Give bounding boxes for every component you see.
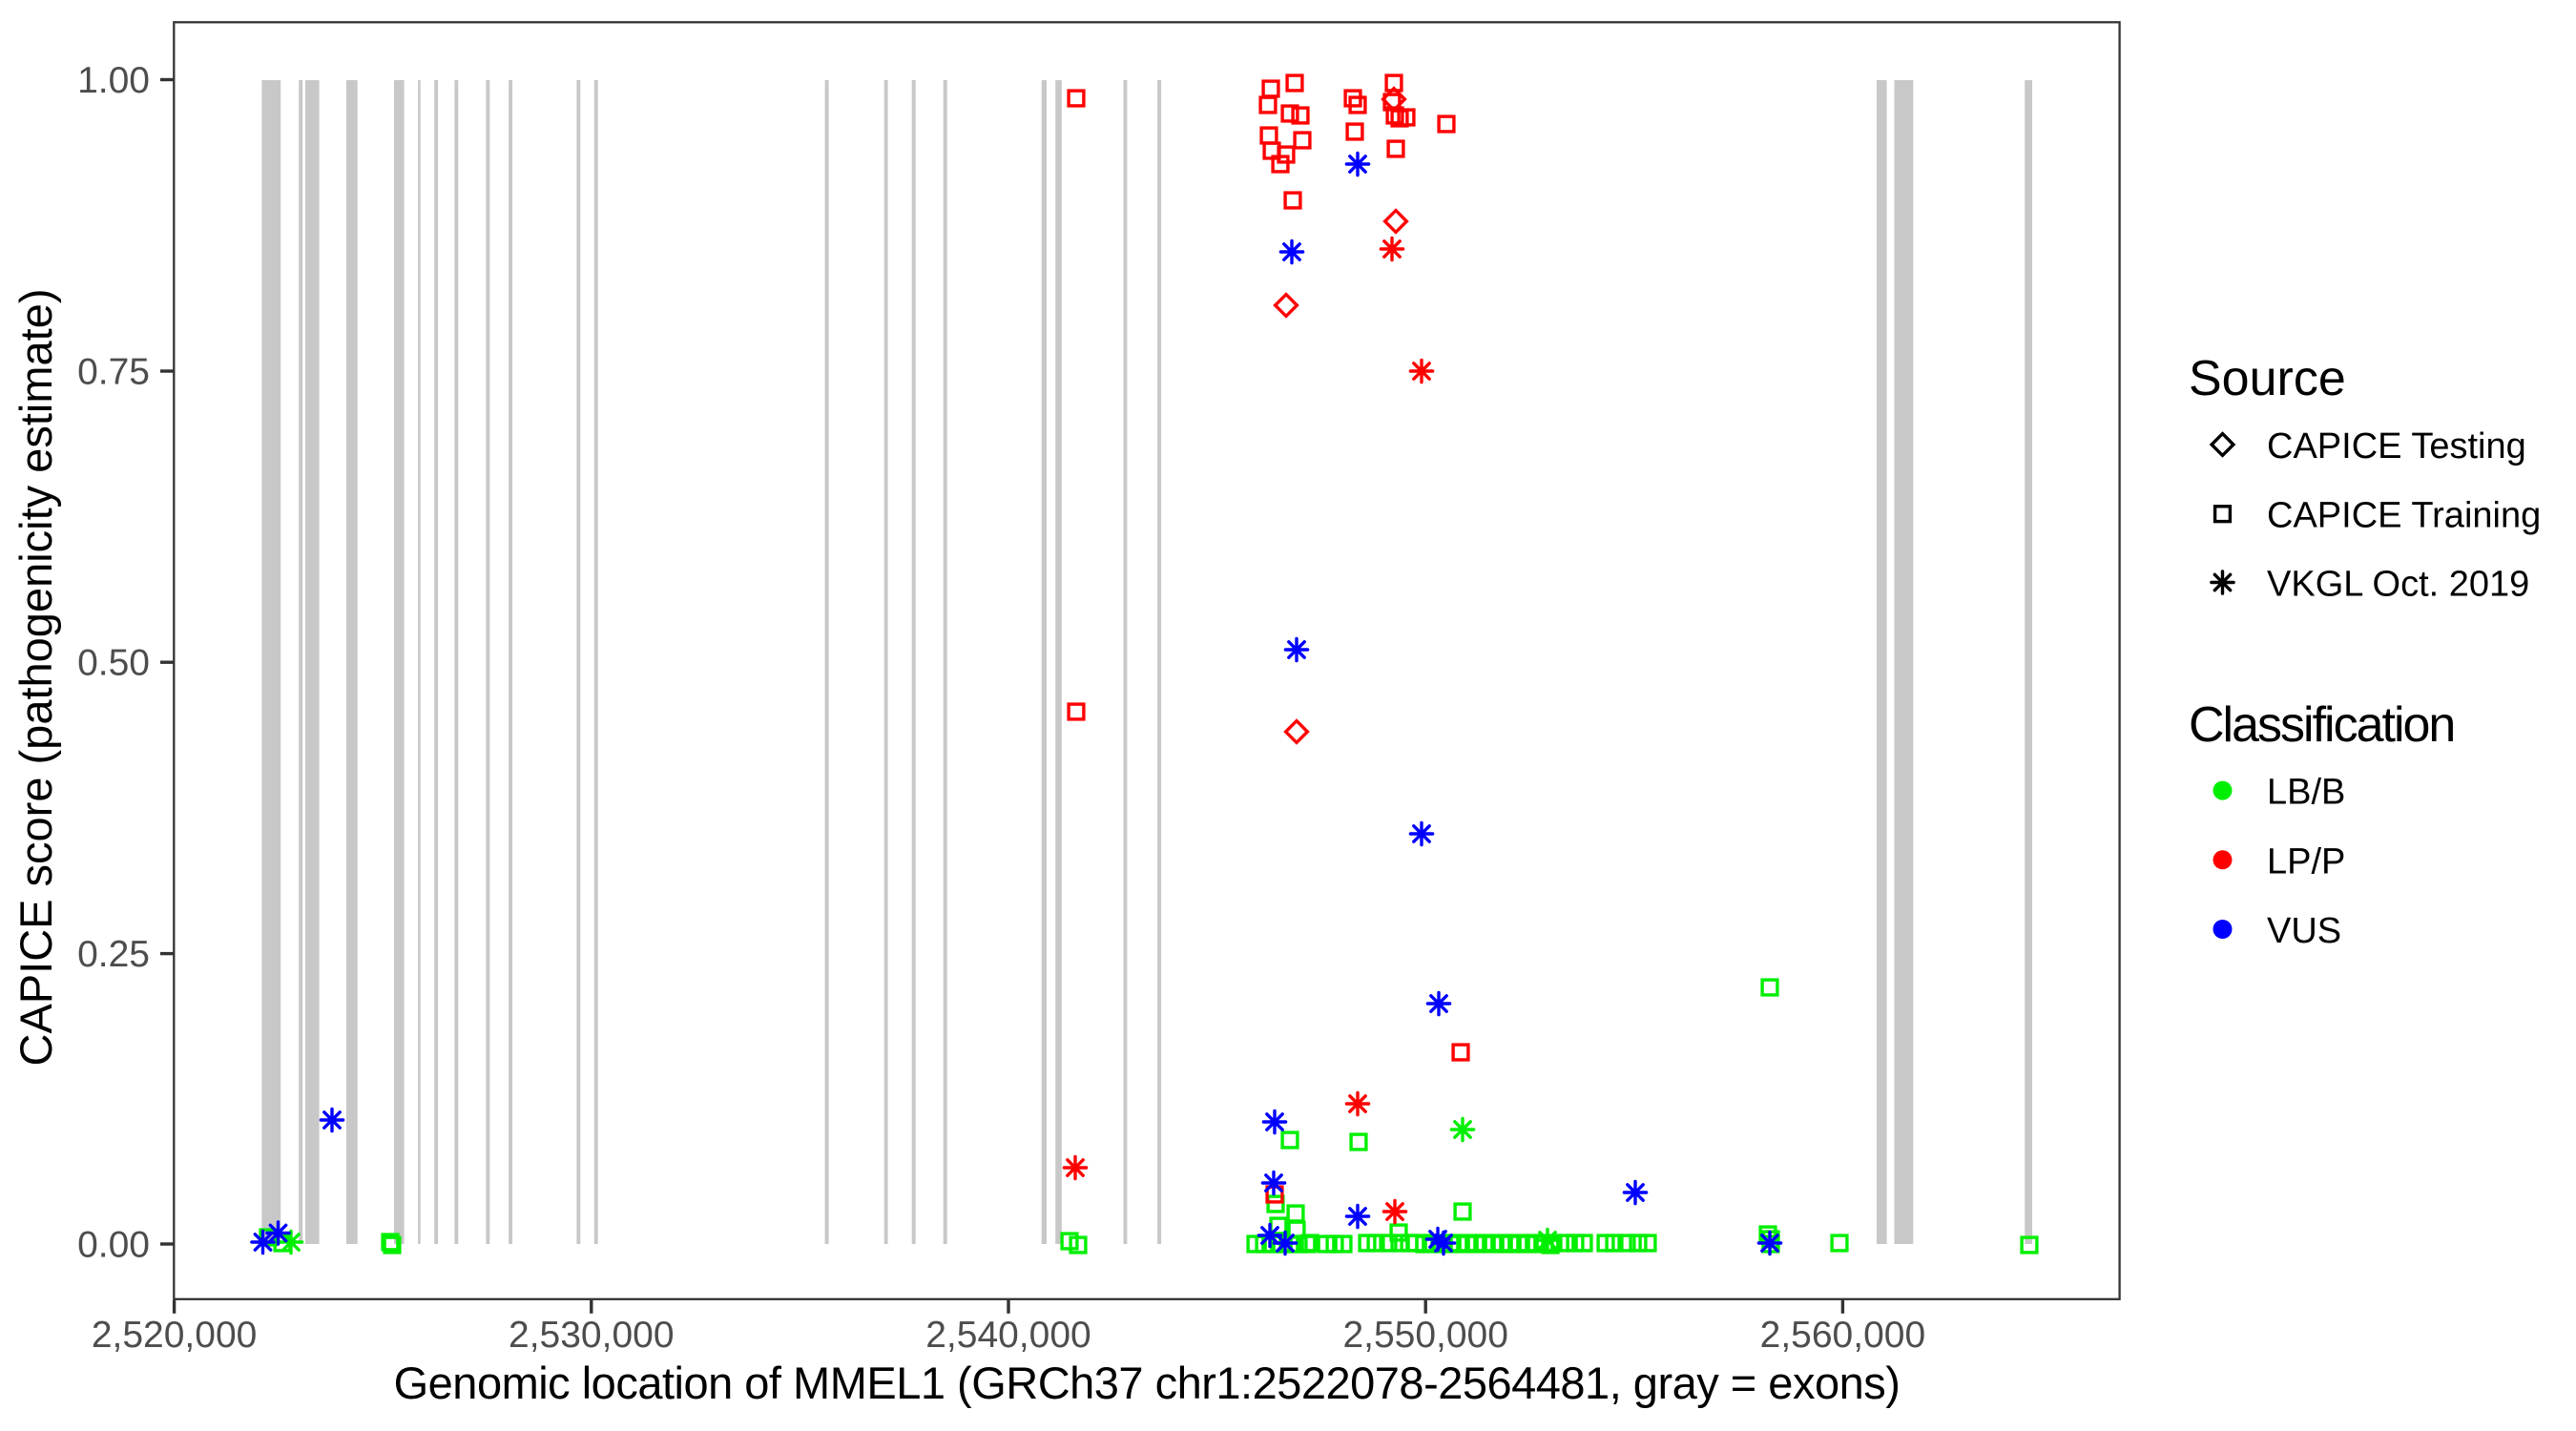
svg-text:CAPICE score (pathogenicity es: CAPICE score (pathogenicity estimate)	[10, 289, 61, 1067]
svg-text:LP/P: LP/P	[2267, 841, 2345, 881]
svg-text:0.75: 0.75	[77, 352, 150, 393]
svg-text:LB/B: LB/B	[2267, 773, 2345, 813]
svg-text:2,560,000: 2,560,000	[1760, 1315, 1926, 1356]
svg-text:1.00: 1.00	[77, 60, 150, 101]
svg-text:0.25: 0.25	[77, 934, 150, 975]
svg-text:2,520,000: 2,520,000	[92, 1315, 258, 1356]
svg-text:CAPICE Training: CAPICE Training	[2267, 496, 2541, 536]
svg-text:CAPICE Testing: CAPICE Testing	[2267, 426, 2526, 467]
svg-text:0.50: 0.50	[77, 643, 150, 684]
svg-text:Genomic location of MMEL1 (GRC: Genomic location of MMEL1 (GRCh37 chr1:2…	[394, 1358, 1901, 1408]
svg-text:0.00: 0.00	[77, 1225, 150, 1266]
svg-text:2,550,000: 2,550,000	[1342, 1315, 1508, 1356]
svg-text:Source: Source	[2189, 351, 2346, 406]
svg-text:2,540,000: 2,540,000	[925, 1315, 1091, 1356]
svg-text:Classification: Classification	[2189, 697, 2454, 753]
svg-text:VKGL Oct. 2019: VKGL Oct. 2019	[2267, 565, 2529, 605]
svg-text:VUS: VUS	[2267, 911, 2341, 951]
svg-text:2,530,000: 2,530,000	[509, 1315, 675, 1356]
